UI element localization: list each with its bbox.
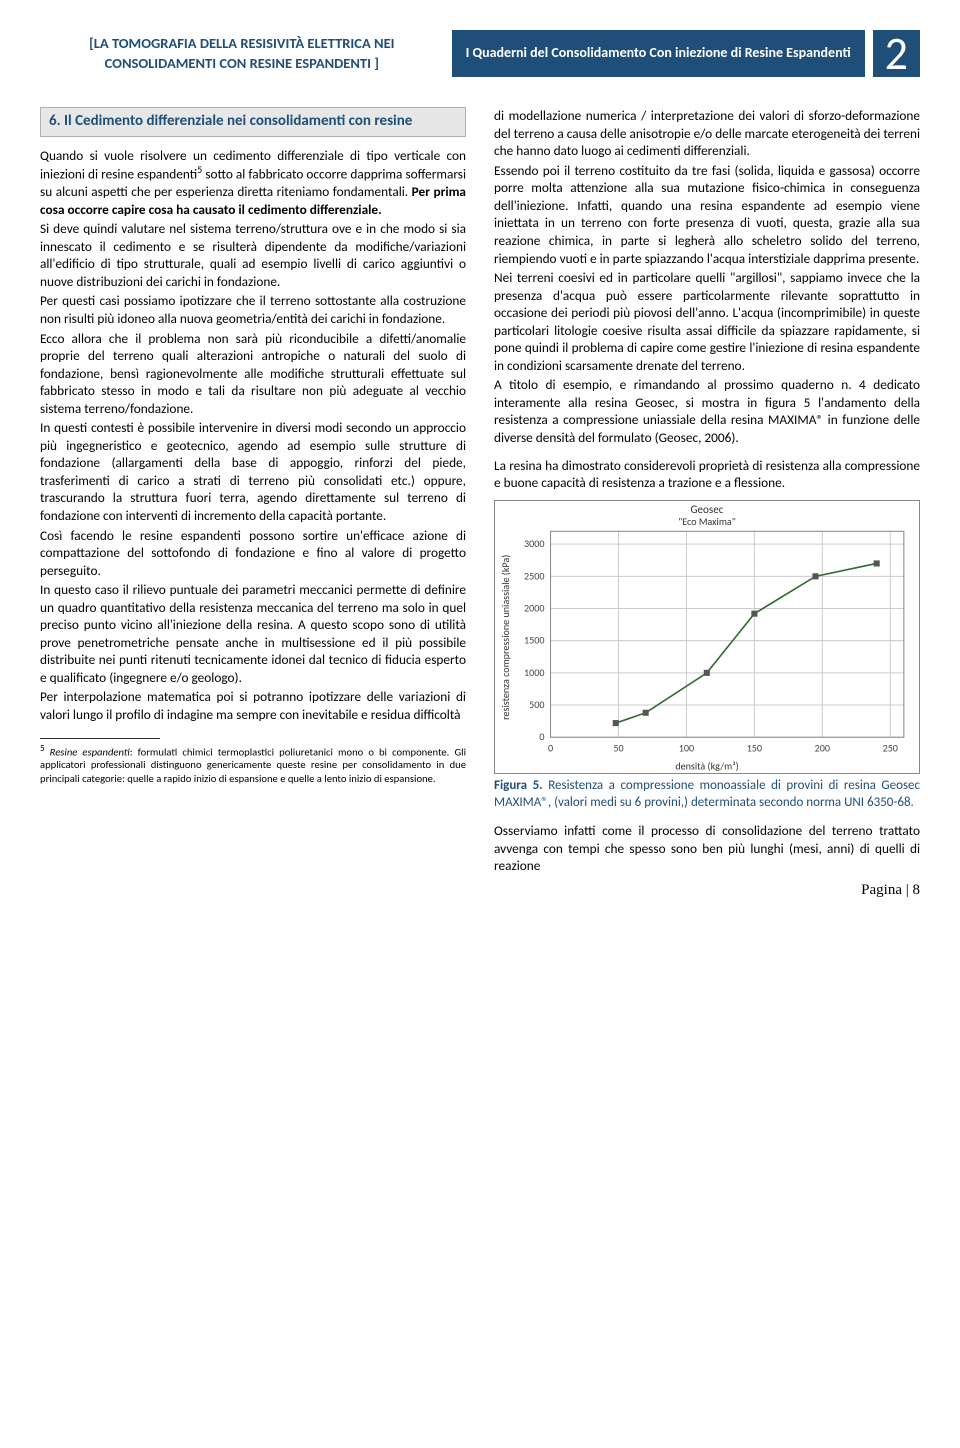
left-column: 6. Il Cedimento differenziale nei consol…: [40, 107, 466, 900]
svg-text:1500: 1500: [524, 633, 544, 646]
header-left-title: [LA TOMOGRAFIA DELLA RESISIVITÀ ELETTRIC…: [40, 30, 444, 77]
body-paragraph: In questi contesti è possibile interveni…: [40, 419, 466, 524]
svg-text:200: 200: [815, 741, 830, 754]
footnote: 5 Resine espandenti: formulati chimici t…: [40, 743, 466, 785]
figure-caption-text: Resistenza a compressione monoassiale di…: [494, 778, 920, 810]
page: [LA TOMOGRAFIA DELLA RESISIVITÀ ELETTRIC…: [0, 0, 960, 920]
body-paragraph: La resina ha dimostrato considerevoli pr…: [494, 457, 920, 492]
svg-text:0: 0: [539, 730, 544, 743]
body-paragraph: di modellazione numerica / interpretazio…: [494, 107, 920, 160]
section-heading: 6. Il Cedimento differenziale nei consol…: [40, 107, 466, 137]
body-paragraph: Per interpolazione matematica poi si pot…: [40, 688, 466, 723]
svg-text:500: 500: [529, 698, 544, 711]
footnote-separator: [40, 738, 160, 739]
body-paragraph: Per questi casi possiamo ipotizzare che …: [40, 292, 466, 327]
body-paragraph: Osserviamo infatti come il processo di c…: [494, 822, 920, 875]
svg-text:250: 250: [883, 741, 898, 754]
body-paragraph: Si deve quindi valutare nel sistema terr…: [40, 220, 466, 290]
body-paragraph: Così facendo le resine espandenti posson…: [40, 527, 466, 580]
footnote-lead: Resine espandenti: [50, 745, 130, 758]
svg-text:1000: 1000: [524, 666, 544, 679]
figure-5-chart: 0 500 1000 1500 2000 2500 3000 0 50 100 150 200 250 G…: [494, 500, 920, 775]
svg-text:100: 100: [679, 741, 694, 754]
figure-label: Figura 5.: [494, 778, 543, 793]
header-series-title: I Quaderni del Consolidamento Con iniezi…: [452, 30, 865, 77]
header-issue-number: 2: [873, 30, 920, 77]
body-paragraph: Essendo poi il terreno costituito da tre…: [494, 162, 920, 267]
body-paragraph: Ecco allora che il problema non sarà più…: [40, 330, 466, 418]
chart-svg: 0 500 1000 1500 2000 2500 3000 0 50 100 150 200 250 G…: [495, 501, 919, 774]
svg-text:3000: 3000: [524, 537, 544, 550]
svg-text:Geosec: Geosec: [691, 502, 724, 516]
svg-text:"Eco Maxima": "Eco Maxima": [678, 515, 736, 528]
right-column: di modellazione numerica / interpretazio…: [494, 107, 920, 900]
svg-text:150: 150: [747, 741, 762, 754]
body-paragraph: Nei terreni coesivi ed in particolare qu…: [494, 269, 920, 374]
page-header: [LA TOMOGRAFIA DELLA RESISIVITÀ ELETTRIC…: [40, 30, 920, 77]
svg-text:2000: 2000: [524, 601, 544, 614]
body-paragraph: A titolo di esempio, e rimandando al pro…: [494, 376, 920, 446]
svg-text:50: 50: [613, 741, 623, 754]
figure-caption: Figura 5. Resistenza a compressione mono…: [494, 778, 920, 812]
page-number: Pagina | 8: [494, 881, 920, 901]
footnote-marker: 5: [40, 743, 45, 754]
svg-text:densità (kg/m³): densità (kg/m³): [675, 759, 738, 772]
svg-text:2500: 2500: [524, 569, 544, 582]
svg-text:resistenza compressione uniass: resistenza compressione uniassiale (kPa): [499, 554, 512, 719]
body-columns: 6. Il Cedimento differenziale nei consol…: [40, 107, 920, 900]
body-paragraph: Quando si vuole risolvere un cedimento d…: [40, 147, 466, 219]
body-paragraph: In questo caso il rilievo puntuale dei p…: [40, 581, 466, 686]
svg-text:0: 0: [548, 741, 553, 754]
